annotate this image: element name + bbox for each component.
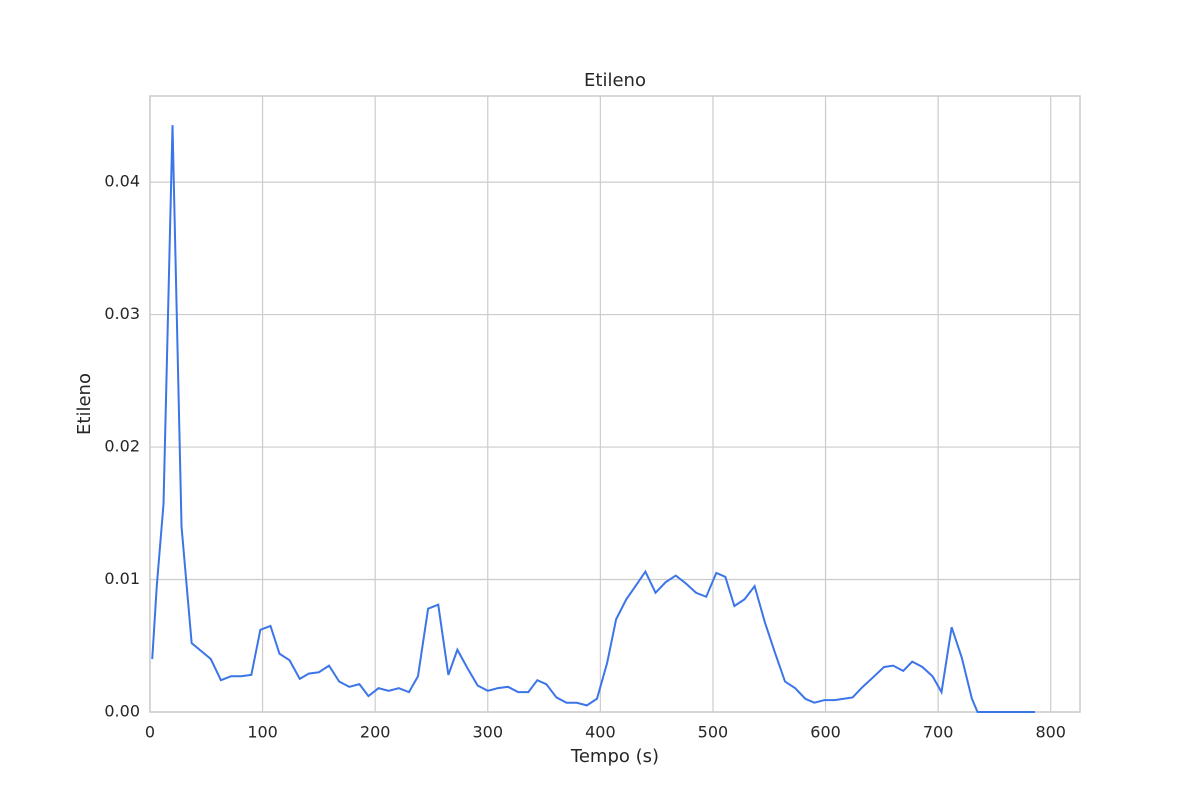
y-tick-label: 0.03 [104, 304, 140, 323]
data-line [151, 125, 1035, 713]
x-tick-label: 100 [247, 723, 278, 742]
y-tick-label: 0.00 [104, 702, 140, 721]
chart-title: Etileno [584, 70, 646, 91]
y-tick-label: 0.02 [104, 437, 140, 456]
x-tick-label: 200 [360, 723, 391, 742]
y-axis-label: Etileno [74, 373, 95, 435]
x-tick-label: 800 [1035, 723, 1066, 742]
plot-frame [149, 95, 1081, 713]
x-tick-label: 400 [585, 723, 616, 742]
x-tick-label: 0 [145, 723, 155, 742]
x-axis-label: Tempo (s) [570, 746, 659, 767]
x-tick-label: 500 [698, 723, 729, 742]
y-tick-label: 0.04 [104, 172, 140, 191]
x-tick-label: 600 [810, 723, 841, 742]
x-tick-label: 300 [472, 723, 503, 742]
y-tick-label: 0.01 [104, 569, 140, 588]
x-tick-label: 700 [923, 723, 954, 742]
